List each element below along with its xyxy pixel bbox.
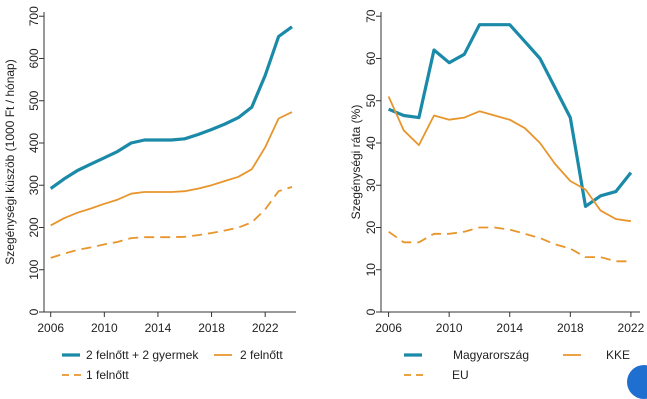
y-tick-label: 100 — [27, 259, 41, 279]
y-tick-label: 60 — [364, 51, 378, 65]
y-tick-label: 0 — [27, 308, 41, 315]
legend-label-3: 1 felnőtt — [86, 368, 129, 382]
x-tick-label: 2006 — [375, 321, 402, 335]
y-tick-label: 200 — [27, 217, 41, 237]
series-line-1 — [389, 25, 631, 207]
y-tick-label: 300 — [27, 175, 41, 195]
y-tick-label: 50 — [364, 94, 378, 108]
y-axis-title: Szegénységi küszöb (1000 Ft / hónap) — [3, 59, 17, 264]
x-tick-label: 2018 — [557, 321, 584, 335]
x-tick-label: 2022 — [252, 321, 279, 335]
chart-panel-1: 0 100 200 300 400 500 600 700 2006 2010 2014 2018 20… — [3, 6, 296, 382]
x-tick-label: 2010 — [436, 321, 463, 335]
series-line-2 — [51, 112, 292, 225]
chart-panel-2: 0 10 20 30 40 50 60 70 2006 2010 2014 2018 2022 Szegé… — [349, 9, 645, 382]
y-axis-title: Szegénységi ráta (%) — [349, 105, 363, 220]
y-tick-label: 30 — [364, 178, 378, 192]
y-tick-label: 500 — [27, 90, 41, 110]
legend-label-2: 2 felnőtt — [240, 348, 283, 362]
y-tick-label: 10 — [364, 263, 378, 277]
legend: Magyarország KKE EU — [404, 348, 630, 382]
y-tick-label: 400 — [27, 133, 41, 153]
x-tick-label: 2006 — [37, 321, 64, 335]
legend-label-3: EU — [452, 368, 469, 382]
x-tick-label: 2014 — [145, 321, 172, 335]
x-tick-label: 2014 — [496, 321, 523, 335]
y-tick-label: 40 — [364, 136, 378, 150]
y-tick-label: 20 — [364, 220, 378, 234]
x-tick-label: 2010 — [91, 321, 118, 335]
legend-label-1: Magyarország — [453, 348, 529, 362]
x-tick-label: 2018 — [198, 321, 225, 335]
x-tick-label: 2022 — [618, 321, 645, 335]
corner-badge — [627, 365, 647, 399]
series-line-3 — [389, 228, 631, 262]
y-tick-label: 70 — [364, 9, 378, 23]
legend-label-2: KKE — [606, 348, 630, 362]
y-tick-label: 0 — [364, 308, 378, 315]
y-tick-label: 600 — [27, 48, 41, 68]
series-line-3 — [51, 187, 292, 258]
y-tick-label: 700 — [27, 6, 41, 26]
series-line-2 — [389, 97, 631, 222]
legend-label-1: 2 felnőtt + 2 gyermek — [86, 348, 199, 362]
legend: 2 felnőtt + 2 gyermek 2 felnőtt 1 felnőtt — [62, 348, 283, 382]
